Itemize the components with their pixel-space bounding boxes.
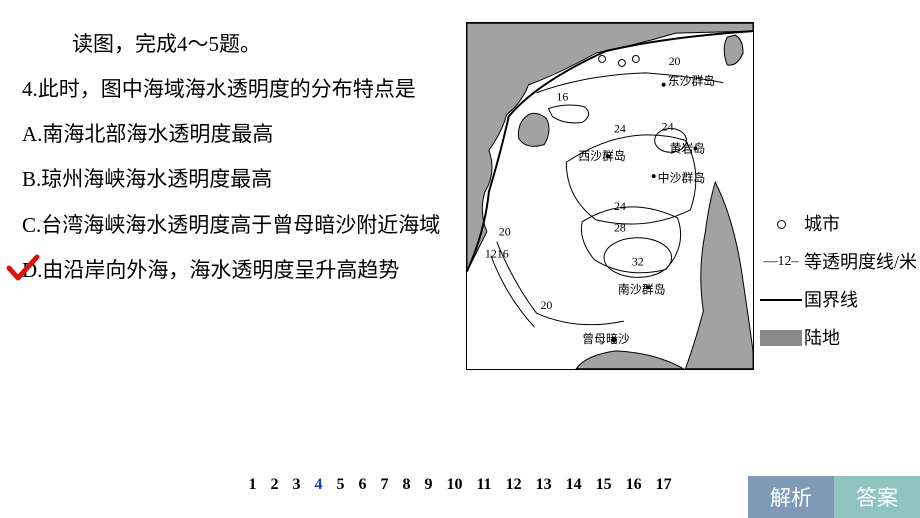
- iso-val: 24: [614, 199, 626, 213]
- iso-1216: [491, 256, 535, 328]
- land-icon: [760, 330, 802, 346]
- label-dongsha: 东沙群岛: [668, 74, 716, 88]
- legend-city: 城市: [758, 206, 917, 242]
- label-huangyan: 黄岩岛: [670, 141, 706, 155]
- page-link-4[interactable]: 4: [314, 476, 322, 494]
- question-text-block: 读图，完成4～5题。 4.此时，图中海域海水透明度的分布特点是 A. 南海北部海…: [22, 22, 462, 370]
- iso-val: 28: [614, 221, 626, 235]
- option-a: A. 南海北部海水透明度最高: [22, 112, 462, 157]
- page-link-10[interactable]: 10: [446, 476, 462, 494]
- page-link-15[interactable]: 15: [596, 476, 612, 494]
- legend-iso-label: 等透明度线/米: [804, 244, 917, 280]
- legend-city-label: 城市: [804, 206, 840, 242]
- iso-val: 24: [614, 121, 626, 135]
- iso-val: 16: [556, 90, 568, 104]
- map-legend: 城市 —12– 等透明度线/米 国界线 陆地: [758, 206, 917, 358]
- page-link-5[interactable]: 5: [336, 476, 344, 494]
- island-dot: [662, 83, 666, 87]
- border-icon: [760, 299, 802, 301]
- label-zhongsha: 中沙群岛: [658, 171, 706, 185]
- answer-button[interactable]: 答案: [834, 476, 920, 518]
- page-link-17[interactable]: 17: [656, 476, 672, 494]
- analyze-button[interactable]: 解析: [748, 476, 834, 518]
- page-link-3[interactable]: 3: [292, 476, 300, 494]
- option-a-text: 南海北部海水透明度最高: [42, 112, 462, 157]
- option-b-text: 琼州海峡海水透明度最高: [41, 157, 462, 202]
- land-hainan: [518, 113, 549, 146]
- city-icon: [777, 220, 786, 229]
- map-figure: 东沙群岛 西沙群岛 黄岩岛 中沙群岛 南沙群岛 曾母暗沙 20 16 24 24…: [466, 22, 754, 370]
- button-bar: 解析 答案: [748, 476, 920, 518]
- option-c-letter: C.: [22, 203, 41, 248]
- land-borneo: [576, 351, 683, 369]
- legend-border: 国界线: [758, 282, 917, 318]
- page-link-2[interactable]: 2: [270, 476, 278, 494]
- legend-land: 陆地: [758, 320, 917, 356]
- page-link-7[interactable]: 7: [380, 476, 388, 494]
- page-link-11[interactable]: 11: [476, 476, 491, 494]
- question-stem: 4.此时，图中海域海水透明度的分布特点是: [22, 67, 462, 112]
- city-marker: [632, 55, 639, 62]
- city-marker: [618, 59, 625, 66]
- answer-button-label: 答案: [856, 482, 898, 512]
- iso-sample: —12–: [764, 248, 799, 276]
- iso-val: 24: [662, 119, 674, 133]
- iso-16: [548, 105, 588, 123]
- option-b: B. 琼州海峡海水透明度最高: [22, 157, 462, 202]
- map-svg: 东沙群岛 西沙群岛 黄岩岛 中沙群岛 南沙群岛 曾母暗沙 20 16 24 24…: [467, 23, 753, 369]
- legend-border-label: 国界线: [804, 282, 858, 318]
- page-link-13[interactable]: 13: [536, 476, 552, 494]
- page-link-12[interactable]: 12: [506, 476, 522, 494]
- land-se-asia: [685, 182, 753, 369]
- label-xisha: 西沙群岛: [578, 149, 626, 163]
- option-a-letter: A.: [22, 112, 42, 157]
- label-nansha: 南沙群岛: [618, 282, 666, 296]
- island-dot: [652, 174, 656, 178]
- iso-val: 32: [632, 255, 644, 269]
- instruction-line: 读图，完成4～5题。: [22, 22, 462, 67]
- analyze-button-label: 解析: [770, 482, 812, 512]
- page-link-14[interactable]: 14: [566, 476, 582, 494]
- city-marker: [599, 55, 606, 62]
- iso-val: 20: [540, 298, 552, 312]
- option-d-text: 由沿岸向外海，海水透明度呈升高趋势: [42, 248, 462, 293]
- page-link-16[interactable]: 16: [626, 476, 642, 494]
- iso-val: 1216: [485, 247, 509, 261]
- option-c-text: 台湾海峡海水透明度高于曾母暗沙附近海域: [41, 203, 462, 248]
- iso-val: 20: [669, 54, 681, 68]
- iso-val: 20: [499, 225, 511, 239]
- page-link-9[interactable]: 9: [424, 476, 432, 494]
- correct-check-icon: [6, 254, 40, 282]
- land-taiwan: [724, 35, 743, 65]
- page-link-1[interactable]: 1: [248, 476, 256, 494]
- legend-iso: —12– 等透明度线/米: [758, 244, 917, 280]
- page-link-8[interactable]: 8: [402, 476, 410, 494]
- option-d: D. 由沿岸向外海，海水透明度呈升高趋势: [22, 248, 462, 293]
- page-link-6[interactable]: 6: [358, 476, 366, 494]
- legend-land-label: 陆地: [804, 320, 840, 356]
- option-c: C. 台湾海峡海水透明度高于曾母暗沙附近海域: [22, 203, 462, 248]
- option-b-letter: B.: [22, 157, 41, 202]
- label-zengmu: 曾母暗沙: [582, 332, 630, 346]
